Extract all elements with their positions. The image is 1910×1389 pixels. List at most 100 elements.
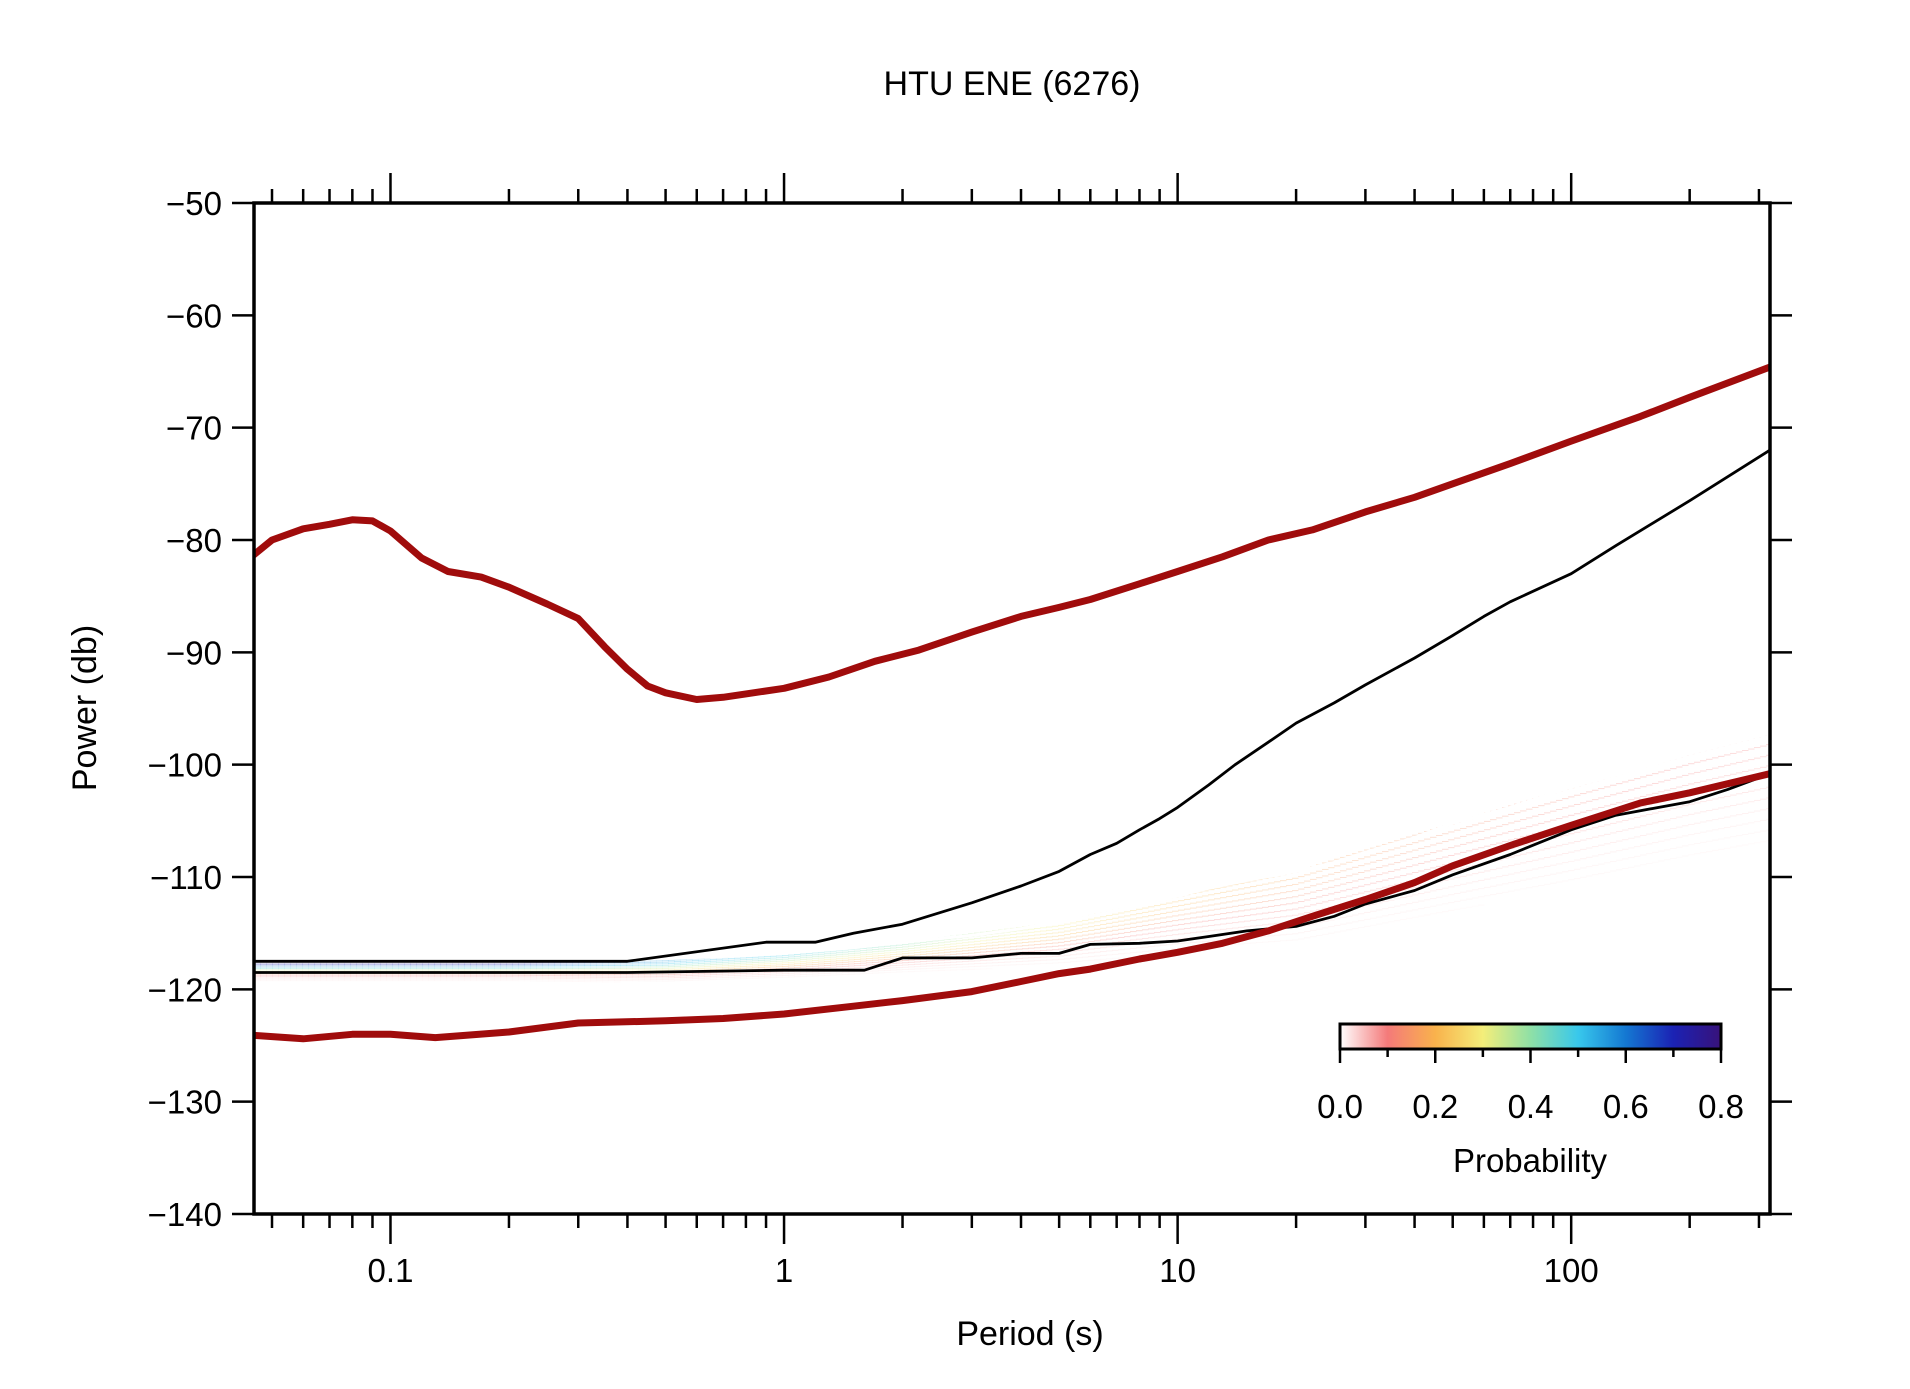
density-cell (716, 975, 723, 977)
density-cell (794, 961, 801, 963)
density-cell (1472, 824, 1479, 826)
density-cell (494, 966, 501, 968)
density-cell (650, 977, 657, 979)
density-cell (614, 980, 621, 982)
density-cell (992, 938, 999, 940)
density-cell (440, 978, 447, 980)
density-cell (344, 966, 351, 968)
density-cell (368, 978, 375, 980)
density-cell (1724, 816, 1731, 818)
density-cell (710, 977, 717, 979)
density-cell (1262, 889, 1269, 891)
density-cell (1328, 860, 1335, 862)
density-cell (1580, 830, 1587, 832)
density-cell (1154, 927, 1161, 929)
density-cell (812, 973, 819, 975)
density-cell (374, 965, 381, 967)
density-cell (1544, 848, 1551, 850)
colorbar-gradient (1338, 1022, 1723, 1051)
density-cell (560, 962, 567, 964)
density-cell (1748, 769, 1755, 771)
density-cell (1070, 936, 1077, 938)
density-cell (1412, 864, 1419, 866)
density-cell (860, 958, 867, 960)
density-cell (536, 973, 543, 975)
density-cell (1430, 852, 1437, 854)
density-cell (1514, 855, 1521, 857)
density-cell (1634, 816, 1641, 818)
density-cell (680, 965, 687, 967)
density-cell (572, 962, 579, 964)
density-cell (872, 946, 879, 948)
density-cell (1232, 922, 1239, 924)
density-cell (734, 961, 741, 963)
density-cell (524, 965, 531, 967)
y-tick-label: −130 (148, 1084, 222, 1121)
density-cell (1574, 850, 1581, 852)
density-cell (1064, 961, 1071, 963)
density-cell (464, 962, 471, 964)
density-cell (356, 974, 363, 976)
density-cell (296, 962, 303, 964)
density-cell (1364, 870, 1371, 872)
density-cell (1070, 950, 1077, 952)
density-cell (1052, 945, 1059, 947)
density-cell (446, 974, 453, 976)
density-cell (1034, 963, 1041, 965)
density-cell (656, 978, 663, 980)
density-cell (1718, 817, 1725, 819)
density-cell (1568, 860, 1575, 862)
density-cell (284, 965, 291, 967)
density-cell (938, 947, 945, 949)
density-cell (500, 963, 507, 965)
density-cell (1130, 952, 1137, 954)
density-cell (482, 963, 489, 965)
density-cell (1004, 934, 1011, 936)
density-cell (368, 976, 375, 978)
density-cell (596, 975, 603, 977)
density-cell (1178, 938, 1185, 940)
density-cell (1514, 880, 1521, 882)
density-cell (434, 969, 441, 971)
density-cell (326, 962, 333, 964)
density-cell (1430, 913, 1437, 915)
density-cell (716, 977, 723, 979)
density-cell (848, 973, 855, 975)
density-cell (1388, 863, 1395, 865)
density-cell (830, 956, 837, 958)
density-cell (1412, 849, 1419, 851)
density-cell (488, 980, 495, 982)
density-cell (1184, 942, 1191, 944)
density-cell (422, 977, 429, 979)
density-cell (1472, 832, 1479, 834)
density-cell (350, 967, 357, 969)
density-cell (1154, 918, 1161, 920)
density-cell (794, 957, 801, 959)
density-cell (338, 977, 345, 979)
density-cell (1436, 842, 1443, 844)
density-cell (1724, 827, 1731, 829)
density-cell (656, 980, 663, 982)
density-cell (1364, 863, 1371, 865)
density-cell (878, 946, 885, 948)
density-cell (1100, 947, 1107, 949)
density-cell (1382, 879, 1389, 881)
density-cell (1364, 905, 1371, 907)
density-cell (1394, 862, 1401, 864)
density-cell (1094, 947, 1101, 949)
density-cell (614, 974, 621, 976)
density-cell (740, 976, 747, 978)
density-cell (746, 960, 753, 962)
density-cell (266, 965, 273, 967)
density-cell (1616, 792, 1623, 794)
density-cell (1280, 898, 1287, 900)
density-cell (1448, 878, 1455, 880)
density-cell (974, 943, 981, 945)
density-cell (440, 963, 447, 965)
density-cell (1406, 843, 1413, 845)
density-cell (1556, 808, 1563, 810)
density-cell (440, 965, 447, 967)
density-cell (650, 964, 657, 966)
density-cell (518, 969, 525, 971)
density-cell (572, 975, 579, 977)
